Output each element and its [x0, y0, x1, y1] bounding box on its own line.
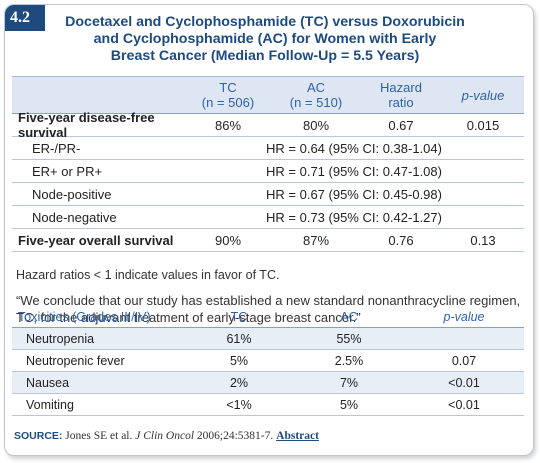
os-row: Five-year overall survival 90% 87% 0.76 … — [12, 229, 524, 252]
subgroup-row: Node-positive HR = 0.67 (95% CI: 0.45-0.… — [12, 183, 524, 206]
title-line-3: Breast Cancer (Median Follow-Up = 5.5 Ye… — [110, 48, 420, 64]
survival-table: TC (n = 506) AC (n = 510) Hazard ratio p-va… — [12, 76, 524, 252]
survival-table-header: TC (n = 506) AC (n = 510) Hazard ratio p-va… — [12, 77, 524, 114]
toxicity-table-header: Toxicities (Grades III/IV) TC AC p-value — [12, 306, 524, 328]
toxicity-row: Vomiting <1% 5% <0.01 — [12, 394, 524, 416]
header-tc: TC (n = 506) — [201, 80, 255, 110]
header-ac: AC (n = 510) — [289, 80, 343, 110]
title-line-2: and Cyclophosphamide (AC) for Women with… — [93, 31, 437, 47]
subgroup-row: Node-negative HR = 0.73 (95% CI: 0.42-1.… — [12, 206, 524, 229]
study-quote: “We conclude that our study has establis… — [16, 293, 521, 325]
dfs-row: Five-year disease-free survival 86% 80% … — [12, 110, 524, 140]
figure-number-badge: 4.2 — [5, 5, 45, 31]
row-label: Five-year overall survival — [18, 232, 174, 248]
toxicity-row: Nausea 2% 7% <0.01 — [12, 372, 524, 394]
hazard-ratio-note: Hazard ratios < 1 indicate values in fav… — [16, 268, 280, 282]
title-line-1: Docetaxel and Cyclophosphamide (TC) vers… — [65, 14, 465, 30]
figure-title: Docetaxel and Cyclophosphamide (TC) vers… — [55, 14, 475, 65]
subgroup-row: ER+ or PR+ HR = 0.71 (95% CI: 0.47-1.08) — [12, 160, 524, 183]
source-citation: SOURCE: Jones SE et al. J Clin Oncol 200… — [14, 430, 319, 442]
toxicity-row: Neutropenic fever 5% 2.5% 0.07 — [12, 350, 524, 372]
toxicity-table: Toxicities (Grades III/IV) TC AC p-value… — [12, 306, 524, 416]
source-label: SOURCE: — [14, 430, 63, 442]
subgroup-row: ER-/PR- HR = 0.64 (95% CI: 0.38-1.04) — [12, 137, 524, 160]
header-pvalue: p-value — [461, 87, 505, 103]
journal-name: J Clin Oncol — [135, 430, 195, 442]
abstract-link[interactable]: Abstract — [276, 430, 319, 442]
row-label: Five-year disease-free survival — [18, 110, 155, 140]
header-hazard-ratio: Hazard ratio — [380, 80, 422, 110]
toxicity-row: Neutropenia 61% 55% — [12, 328, 524, 350]
